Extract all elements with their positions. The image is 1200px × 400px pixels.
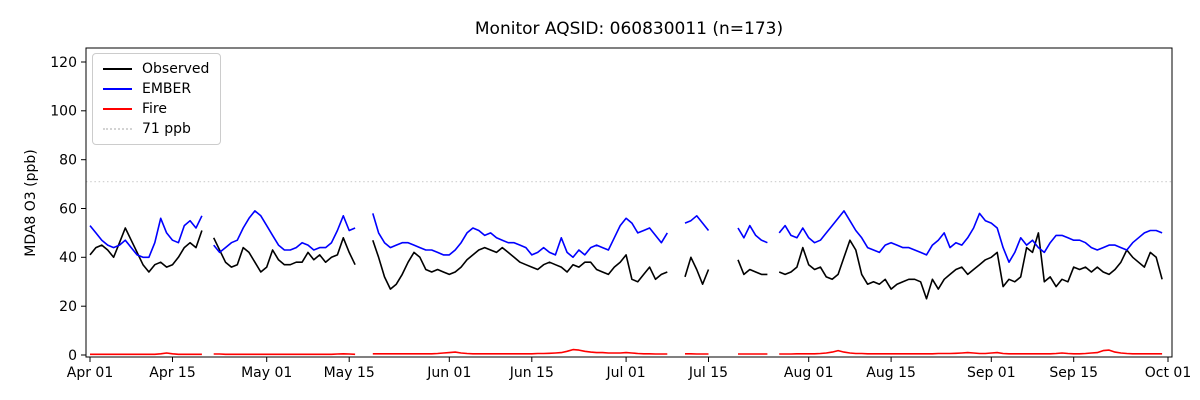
x-tick-label: Jul 01 [606, 365, 646, 381]
x-tick-label: Apr 01 [67, 365, 113, 381]
y-tick-label: 40 [59, 250, 77, 266]
x-tick-label: Oct 01 [1145, 365, 1191, 381]
y-tick-label: 100 [50, 104, 77, 120]
x-tick-label: Jun 01 [426, 365, 471, 381]
y-tick-label: 60 [59, 201, 77, 217]
plot-border [85, 47, 1173, 358]
legend-label-ember: EMBER [142, 81, 192, 97]
x-tick-label: Sep 15 [1049, 365, 1098, 381]
x-tick-label: May 01 [241, 365, 292, 381]
legend-item-ember: EMBER [103, 82, 210, 96]
observed-line [89, 227, 1163, 300]
y-tick-label: 20 [59, 299, 77, 315]
y-tick-label: 120 [50, 55, 77, 71]
legend: Observed EMBER Fire 71 ppb [92, 53, 221, 145]
y-axis-label: MDA8 O3 (ppb) [23, 149, 39, 257]
threshold-line-sample [103, 128, 132, 130]
ember-line-sample [103, 88, 132, 90]
x-tick-label: Apr 15 [149, 365, 195, 381]
x-tick-label: Aug 01 [784, 365, 834, 381]
legend-label-fire: Fire [142, 101, 167, 117]
legend-label-threshold: 71 ppb [142, 121, 191, 137]
y-tick-label: 0 [68, 348, 77, 364]
legend-item-fire: Fire [103, 102, 210, 116]
x-tick-label: Jul 15 [688, 365, 728, 381]
x-tick-label: May 15 [324, 365, 375, 381]
x-tick-label: Aug 15 [866, 365, 916, 381]
x-tick-label: Sep 01 [967, 365, 1016, 381]
y-tick-label: 80 [59, 153, 77, 169]
fire-line-sample [103, 108, 132, 110]
legend-item-threshold: 71 ppb [103, 122, 210, 136]
legend-item-observed: Observed [103, 62, 210, 76]
x-tick-label: Jun 15 [509, 365, 554, 381]
ember-line [89, 210, 1163, 263]
observed-line-sample [103, 68, 132, 70]
fire-line [90, 348, 1163, 356]
chart-title: Monitor AQSID: 060830011 (n=173) [474, 19, 784, 39]
legend-label-observed: Observed [142, 61, 210, 77]
